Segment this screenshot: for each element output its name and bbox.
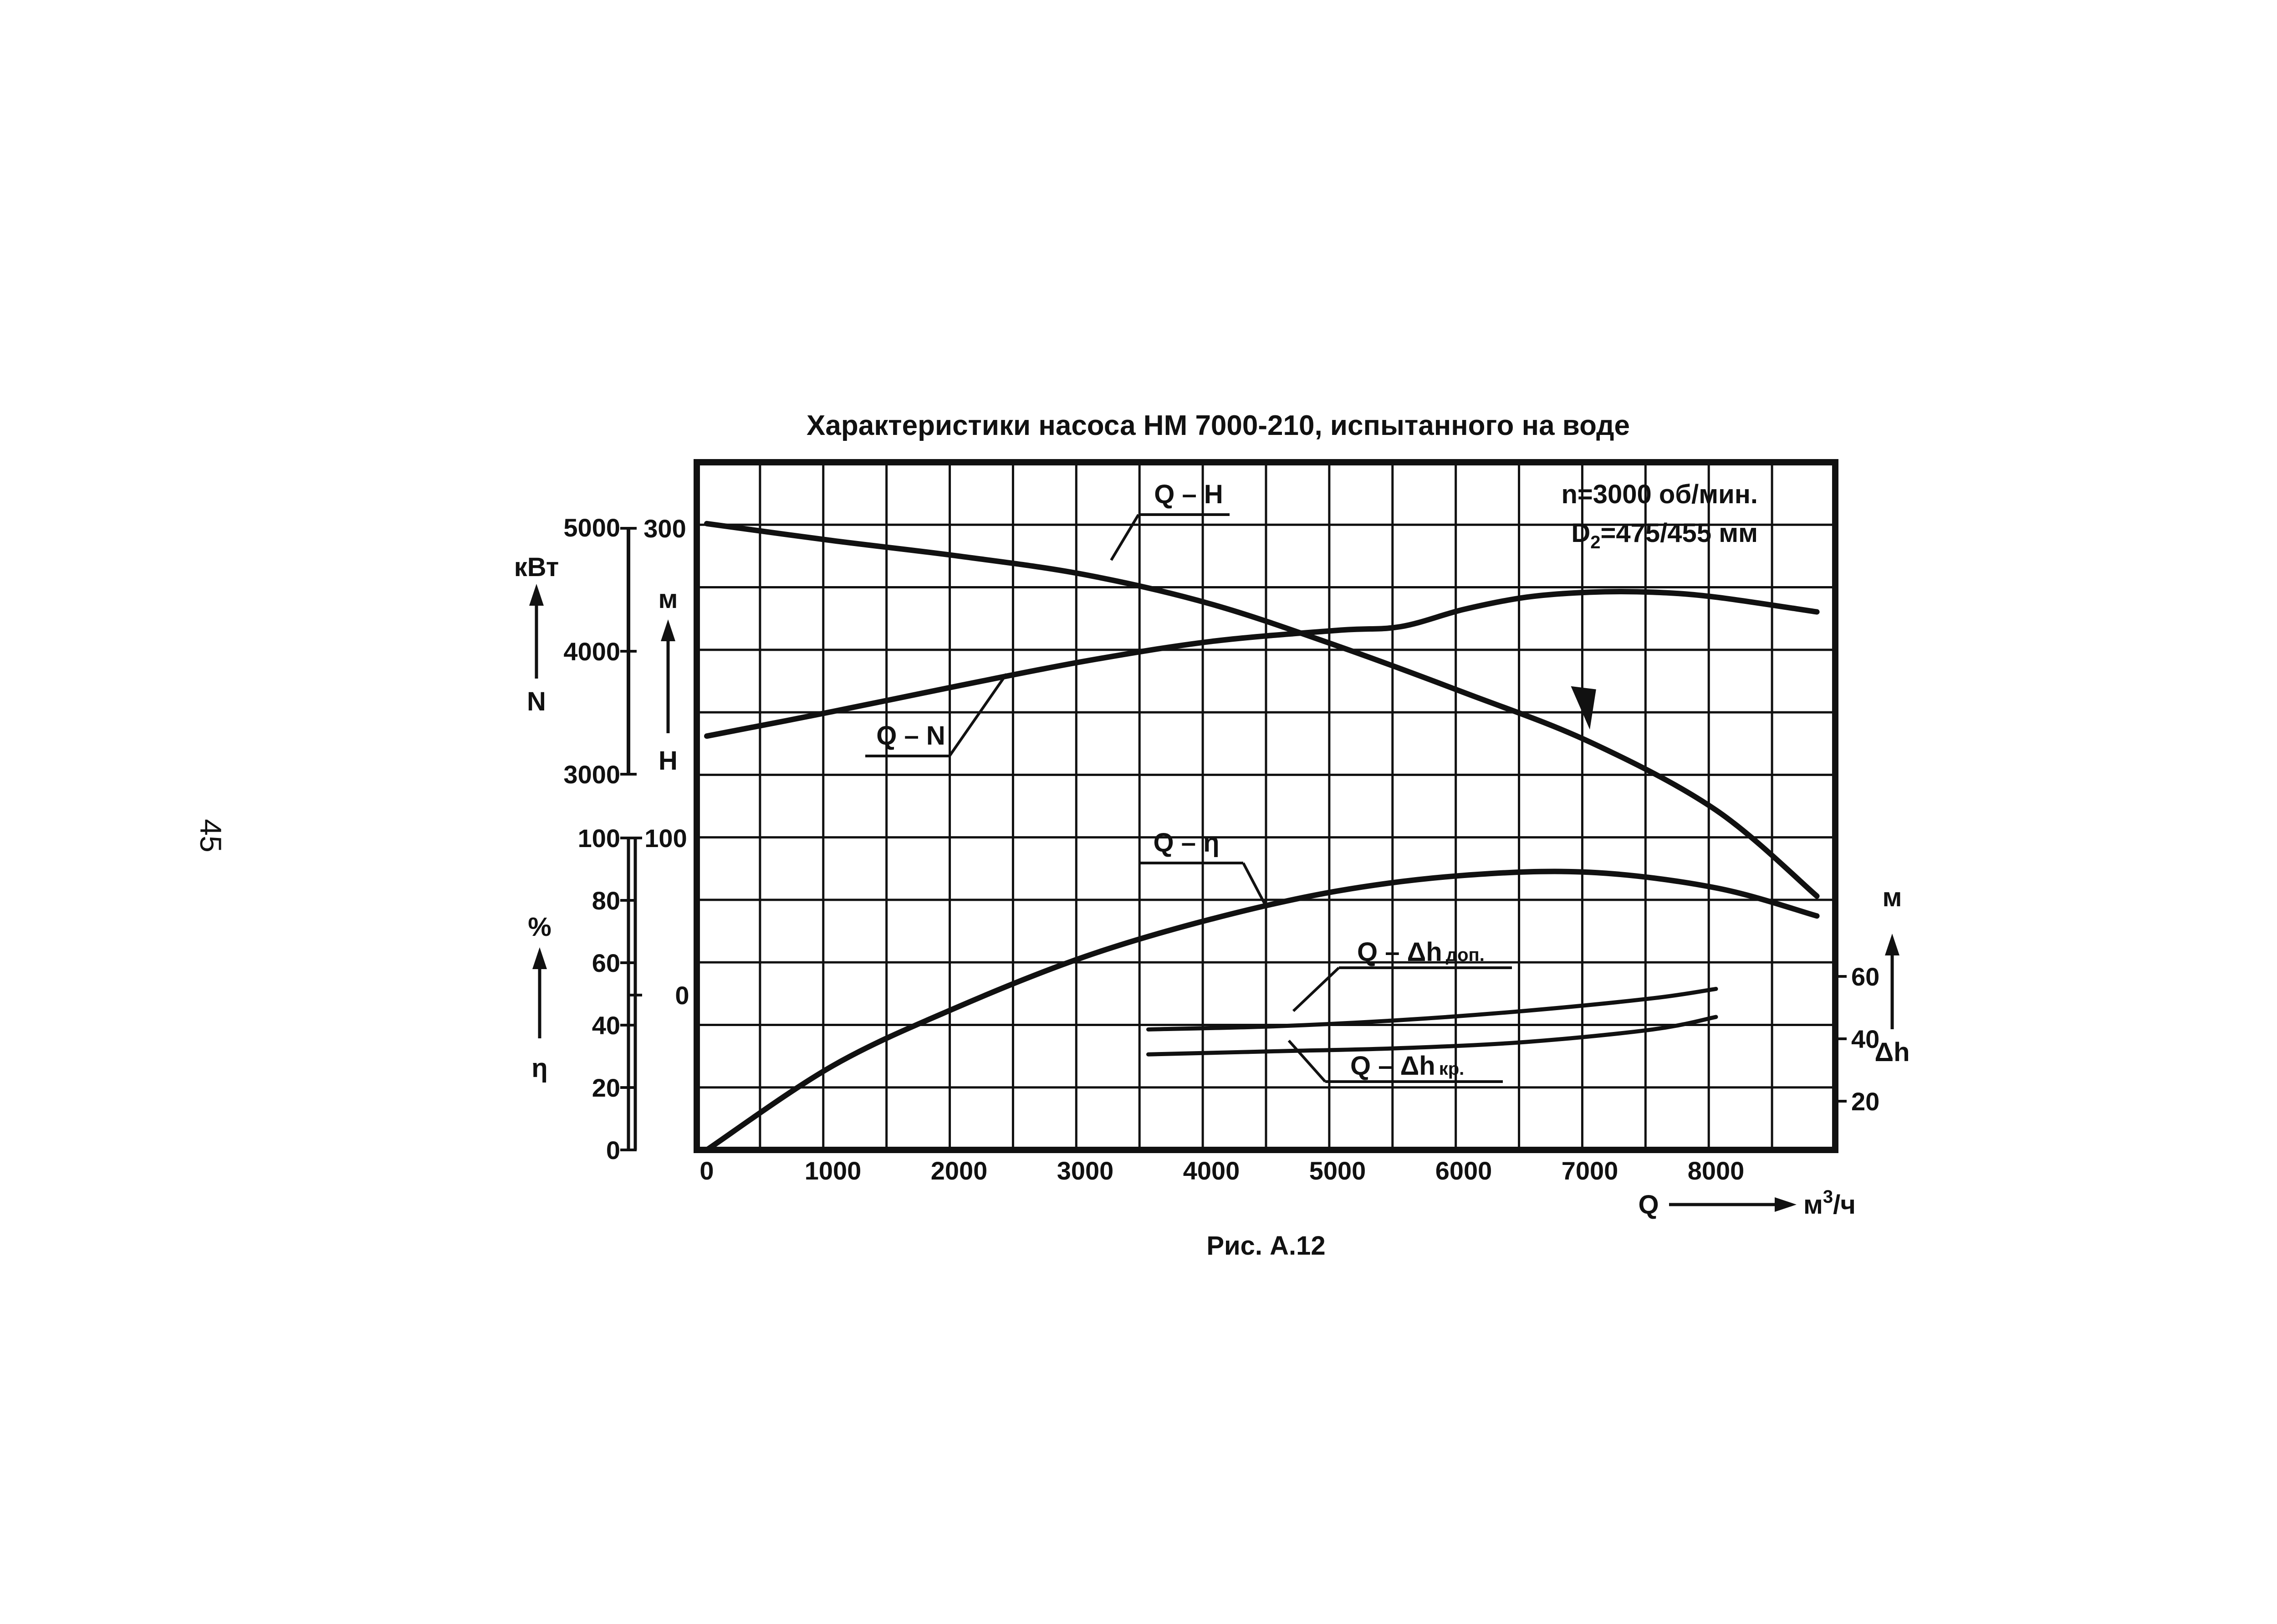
x-axis-symbol: Q — [1638, 1190, 1659, 1220]
h-axis-arrowhead — [661, 619, 675, 641]
eta-axis-arrowhead — [532, 947, 547, 969]
eta-tick-label: 0 — [606, 1136, 620, 1164]
qdh-kr-curve — [1146, 1015, 1718, 1057]
eta-tick-label: 40 — [592, 1011, 620, 1040]
eta-tick-label: 20 — [592, 1073, 620, 1102]
page-number: 45 — [194, 819, 228, 852]
eta-tick-label: 100 — [578, 824, 620, 853]
x-tick-label: 0 — [699, 1156, 714, 1185]
label-qeta: Q – η — [1138, 828, 1267, 907]
x-tick-label: 8000 — [1688, 1156, 1745, 1185]
x-unit-suffix: /ч — [1833, 1190, 1856, 1220]
qdh-kr-main: Q – Δh — [1350, 1051, 1435, 1081]
h-axis-symbol: H — [659, 746, 678, 776]
x-tick-label: 2000 — [931, 1156, 988, 1185]
n-axis: 5000 4000 3000 кВт N — [514, 513, 637, 789]
n-axis-symbol: N — [527, 687, 546, 716]
qdh-dop-curve — [1146, 986, 1718, 1032]
x-tick-label: 6000 — [1435, 1156, 1492, 1185]
x-unit-sup: 3 — [1823, 1187, 1833, 1207]
h-tick-100: 100 — [644, 824, 687, 853]
n-axis-arrowhead — [529, 584, 544, 606]
x-axis-arrowhead — [1775, 1197, 1797, 1212]
qdh-kr-curve-start — [1148, 1051, 1250, 1056]
h-axis-unit: м — [659, 584, 678, 614]
h-tick-0: 0 — [675, 981, 689, 1010]
eta-tick-label: 80 — [592, 886, 620, 915]
qeta-curve — [704, 868, 1820, 1153]
x-tick-label: 7000 — [1562, 1156, 1618, 1185]
x-tick-label: 3000 — [1057, 1156, 1114, 1185]
qdh-kr-label: Q – Δh кр. — [1350, 1051, 1464, 1081]
qeta-label: Q – η — [1153, 828, 1219, 858]
dh-tick-label: 60 — [1851, 962, 1879, 991]
dh-axis-unit: м — [1883, 883, 1902, 912]
qdh-dop-curve-start — [1148, 1026, 1250, 1031]
n-tick-4000: 4000 — [563, 637, 620, 666]
qdh-kr-sub: кр. — [1439, 1059, 1465, 1079]
label-qh: Q – H — [1110, 480, 1230, 561]
eta-tick-label: 60 — [592, 949, 620, 977]
x-axis-unit: м3/ч — [1803, 1187, 1856, 1220]
x-tick-label: 4000 — [1183, 1156, 1240, 1185]
qn-label: Q – N — [876, 721, 945, 751]
n-axis-unit: кВт — [514, 552, 559, 582]
qh-label: Q – H — [1154, 480, 1223, 509]
eta-axis-symbol: η — [531, 1053, 547, 1083]
label-qdh-dop: Q – Δh доп. — [1292, 937, 1512, 1012]
x-tick-label: 5000 — [1309, 1156, 1366, 1185]
dh-tick-label: 40 — [1851, 1025, 1879, 1053]
diameter-subscript: 2 — [1590, 532, 1600, 552]
qdh-dop-main: Q – Δh — [1357, 937, 1442, 967]
dh-tick-label: 20 — [1851, 1087, 1879, 1116]
n-tick-5000: 5000 — [563, 513, 620, 542]
x-tick-label: 1000 — [805, 1156, 862, 1185]
dh-axis: м Δh 60 40 20 — [1835, 883, 1910, 1116]
label-qn: Q – N — [865, 673, 1008, 757]
n-tick-3000: 3000 — [563, 760, 620, 789]
qdh-dop-label: Q – Δh доп. — [1357, 937, 1485, 967]
eta-axis-unit: % — [528, 912, 551, 942]
diameter-prefix: D — [1571, 518, 1590, 548]
speed-annotation: n=3000 об/мин. — [1561, 480, 1758, 509]
x-unit-prefix: м — [1803, 1190, 1823, 1220]
h-tick-300: 300 — [643, 514, 686, 543]
diameter-suffix: =475/455 мм — [1601, 518, 1758, 548]
x-axis: 0 1000 2000 3000 4000 5000 6000 7000 8000 — [699, 1156, 1744, 1185]
diameter-annotation: D2=475/455 мм — [1571, 518, 1758, 552]
dh-axis-arrowhead — [1885, 934, 1899, 955]
figure-caption: Рис. А.12 — [1206, 1231, 1325, 1261]
label-qdh-kr: Q – Δh кр. — [1287, 1040, 1503, 1083]
eta-axis: % η 100 80 60 40 20 0 — [528, 824, 637, 1164]
plot-frame — [694, 459, 1838, 1153]
qh-curve — [704, 521, 1820, 899]
qdh-dop-sub: доп. — [1446, 945, 1485, 965]
chart-title: Характеристики насоса НМ 7000-210, испыт… — [807, 410, 1630, 441]
h-axis: 300 100 0 м H — [628, 514, 689, 1150]
dh-axis-symbol: Δh — [1874, 1037, 1909, 1067]
curve-marker — [1571, 686, 1596, 730]
curves — [704, 521, 1820, 1153]
qn-curve — [704, 589, 1820, 739]
